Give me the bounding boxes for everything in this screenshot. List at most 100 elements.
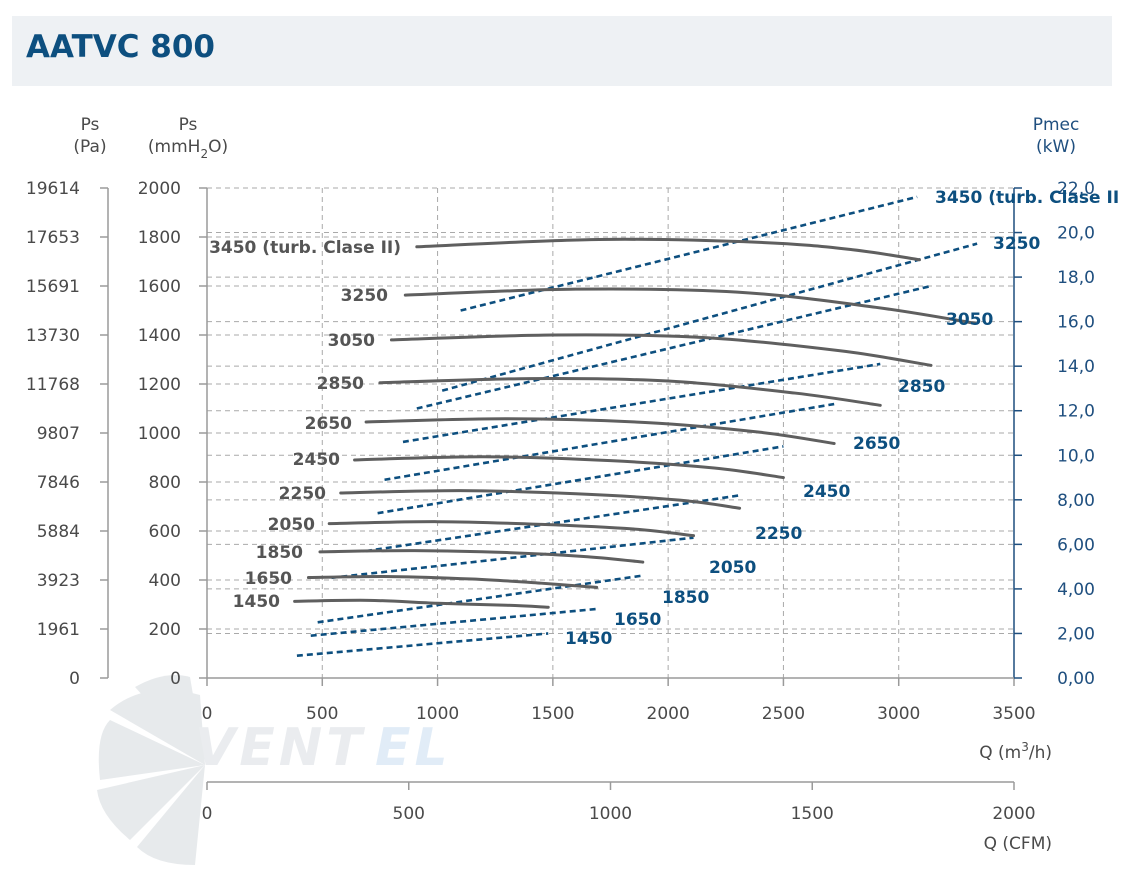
pressure-curve-label: 3450 (turb. Clase II) [209,238,401,258]
pressure-curve-2850 [378,377,882,407]
grid-lines [207,187,1014,678]
tick-label-pmec: 18,0 [1057,268,1095,288]
tick-label-ps-pa: 1961 [37,620,80,640]
power-curve-2450 [377,445,784,515]
power-curve-label: 1450 [565,629,612,649]
power-curve-1850 [317,574,643,624]
title-bar: AATVC 800 [12,16,1112,86]
tick-label-ps-pa: 7846 [37,473,80,493]
tick-label-ps-pa: 17653 [26,228,80,248]
tick-label-pmec: 12,0 [1057,402,1095,422]
power-curve-1650 [310,607,597,637]
tick-label-ps-pa: 0 [69,669,80,689]
tick-label-pmec: 8,00 [1057,491,1095,511]
power-curve-2850 [402,362,881,444]
ps-mmh2o-axis-title: Ps [179,115,198,135]
tick-label-q-cfm: 500 [393,804,425,824]
power-curve-2250 [365,494,740,553]
power-curve-label: 3450 (turb. Clase II [935,188,1119,208]
tick-label-ps-pa: 9807 [37,424,80,444]
tick-label-ps-pa: 5884 [37,522,80,542]
pressure-curve-3250 [403,287,977,325]
tick-label-q-m3h: 0 [202,704,213,724]
pressure-curve-label: 2850 [317,374,364,394]
tick-label-ps-mmh2o: 200 [149,620,181,640]
pressure-curve-label: 2050 [268,515,315,535]
tick-label-q-cfm: 1000 [589,804,632,824]
tick-label-pmec: 14,0 [1057,357,1095,377]
tick-label-pmec: 20,0 [1057,224,1095,244]
ventel-watermark-logo: VENT EL [97,674,452,865]
tick-label-pmec: 6,00 [1057,535,1095,555]
power-curve-label: 2850 [898,377,945,397]
tick-label-pmec: 10,0 [1057,446,1095,466]
svg-text:EL: EL [375,718,452,778]
tick-label-q-m3h: 1500 [531,704,574,724]
curves [293,195,978,658]
power-curve-label: 3050 [946,310,993,330]
power-curve-3450 [460,195,918,312]
power-curve-label: 2650 [853,434,900,454]
axis-ticks: 0 500 1000 1500 2000 2500 3000 3500200018001600… [26,179,1095,824]
tick-label-q-m3h: 2000 [647,704,690,724]
tick-label-ps-pa: 13730 [26,326,80,346]
pressure-curve-label: 2450 [293,450,340,470]
q-m3h-axis-title: Q (m3/h) [979,740,1052,763]
tick-label-ps-pa: 19614 [26,179,80,199]
tick-label-q-cfm: 2000 [992,804,1035,824]
tick-label-q-cfm: 0 [202,804,213,824]
pressure-curve-label: 1650 [245,569,292,589]
power-curve-label: 2050 [709,558,756,578]
pressure-curve-2650 [364,417,836,446]
tick-label-pmec: 2,00 [1057,624,1095,644]
power-curve-3250 [441,242,978,392]
ps-pa-axis-unit: (Pa) [73,137,106,157]
tick-label-q-m3h: 3500 [992,704,1035,724]
tick-label-ps-pa: 3923 [37,571,80,591]
power-curve-label: 1650 [614,610,661,630]
pressure-curve-label: 1450 [233,592,280,612]
tick-label-ps-mmh2o: 1400 [138,326,181,346]
q-cfm-axis-title: Q (CFM) [984,834,1052,854]
pressure-curve-3450 [415,237,921,262]
pressure-curve-label: 2650 [305,414,352,434]
pmec-axis-title: Pmec [1033,115,1080,135]
tick-label-pmec: 22,0 [1057,179,1095,199]
ps-mmh2o-axis-unit: (mmH2O) [148,137,228,161]
tick-label-pmec: 4,00 [1057,580,1095,600]
pressure-curve-1650 [306,575,599,589]
tick-label-ps-mmh2o: 800 [149,473,181,493]
pressure-curve-2250 [339,489,742,510]
tick-label-q-m3h: 1000 [416,704,459,724]
pressure-curve-1850 [318,549,645,564]
power-curve-3050 [416,284,932,410]
ps-pa-axis-title: Ps [81,115,100,135]
tick-label-ps-mmh2o: 1600 [138,277,181,297]
pressure-curve-3050 [389,333,933,367]
tick-label-ps-mmh2o: 1200 [138,375,181,395]
pressure-curve-2450 [353,455,785,480]
power-curve-label: 2250 [755,524,802,544]
tick-label-ps-mmh2o: 1800 [138,228,181,248]
tick-label-ps-mmh2o: 1000 [138,424,181,444]
power-curve-2650 [384,402,835,482]
pressure-curve-label: 2250 [279,484,326,504]
pressure-curve-1450 [293,598,550,609]
pressure-curve-label: 3250 [341,286,388,306]
tick-label-ps-mmh2o: 2000 [138,179,181,199]
power-curve-label: 3250 [993,234,1040,254]
tick-label-ps-mmh2o: 400 [149,571,181,591]
power-curve-1450 [296,632,549,658]
pmec-axis-unit: (kW) [1036,137,1076,157]
tick-label-q-m3h: 2500 [762,704,805,724]
power-curve-label: 1850 [662,588,709,608]
curve-labels: 3450 (turb. Clase II) 3250 3050 2850 2650 245… [209,188,1119,649]
tick-label-pmec: 16,0 [1057,313,1095,333]
tick-label-q-m3h: 3000 [877,704,920,724]
tick-label-pmec: 0,00 [1057,669,1095,689]
page-title: AATVC 800 [26,29,215,65]
power-curve-label: 2450 [803,482,850,502]
tick-label-ps-mmh2o: 600 [149,522,181,542]
tick-label-ps-pa: 15691 [26,277,80,297]
